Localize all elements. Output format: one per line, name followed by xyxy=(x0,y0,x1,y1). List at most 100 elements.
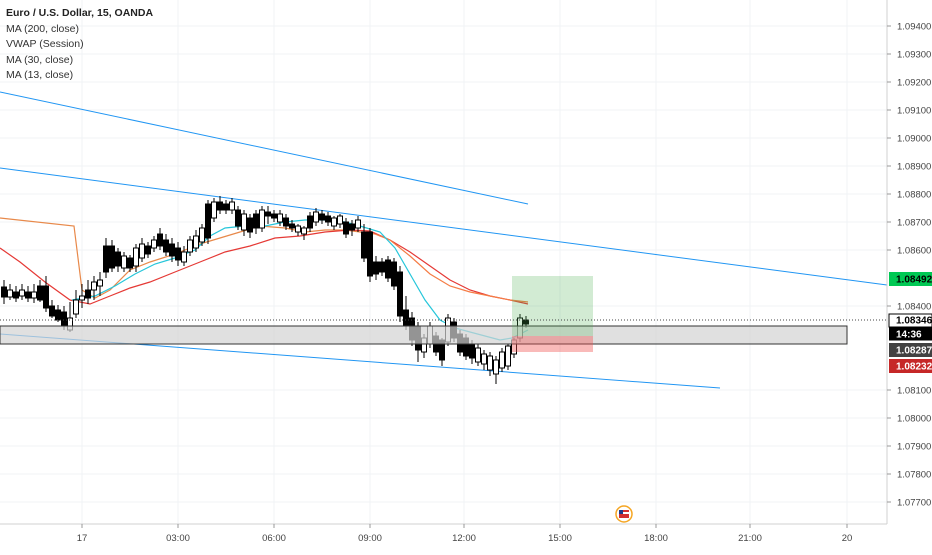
candle-body xyxy=(487,355,493,371)
candle-body xyxy=(193,235,199,249)
candle-body xyxy=(337,215,343,225)
candle-body xyxy=(109,245,115,269)
time-tick-label: 09:00 xyxy=(358,533,382,544)
trendline[interactable] xyxy=(0,167,888,286)
current-price-tag[interactable]: 1.08346 xyxy=(896,316,932,327)
candle-body xyxy=(127,257,133,269)
candle-body xyxy=(241,213,247,231)
ma13-line xyxy=(71,219,529,341)
candle-body xyxy=(277,213,283,223)
candle-body xyxy=(523,319,529,325)
time-axis[interactable]: 17 03:00 06:00 09:00 12:00 15:00 18:00 21:00 20 xyxy=(0,505,887,544)
time-tick-label: 20 xyxy=(842,533,853,544)
price-axis[interactable]: 1.09400 1.09300 1.09200 1.09100 1.09000 1.089… xyxy=(886,0,932,550)
candle-body xyxy=(103,245,109,273)
candle-body xyxy=(211,201,217,219)
price-tick-label: 1.08600 xyxy=(897,246,931,257)
vwap-line xyxy=(0,217,376,299)
candle-body xyxy=(307,215,313,229)
candle-body xyxy=(97,279,103,287)
candle-body xyxy=(19,289,25,297)
candle-body xyxy=(289,223,295,229)
candle-body xyxy=(121,255,127,269)
countdown-tag[interactable]: 14:36 xyxy=(896,330,922,341)
entry-price-tag[interactable]: 1.08287 xyxy=(896,346,932,357)
indicator-ma30[interactable]: MA (30, close) xyxy=(6,53,74,66)
price-tick-label: 1.08400 xyxy=(897,302,931,313)
candle-body xyxy=(25,291,31,299)
price-tick-label: 1.09000 xyxy=(897,134,931,145)
us-flag-icon[interactable] xyxy=(615,505,633,523)
symbol-title[interactable]: Euro / U.S. Dollar, 15, OANDA xyxy=(6,7,154,19)
candle-body xyxy=(61,311,67,327)
candle-body xyxy=(253,213,259,229)
indicator-vwap[interactable]: VWAP (Session) xyxy=(6,38,84,50)
candle-body xyxy=(247,217,253,233)
candle-body xyxy=(481,353,487,365)
countdown-tag-bg xyxy=(889,327,932,341)
indicator-ma13[interactable]: MA (13, close) xyxy=(6,69,74,81)
candle-body xyxy=(385,259,391,279)
candle-body xyxy=(505,345,511,367)
stop-price-tag[interactable]: 1.08232 xyxy=(896,362,932,373)
candle-body xyxy=(265,211,271,217)
time-tick-label: 21:00 xyxy=(738,533,762,544)
time-tick-label: 17 xyxy=(77,533,88,544)
candle-body xyxy=(259,209,265,229)
candle-body xyxy=(205,203,211,239)
candle-body xyxy=(355,219,361,229)
candle-body xyxy=(175,247,181,261)
entry-price-tag-bg xyxy=(889,343,932,357)
target-zone[interactable] xyxy=(512,276,593,336)
candles xyxy=(1,196,529,384)
candle-body xyxy=(373,261,379,275)
candle-body xyxy=(319,213,325,221)
candle-body xyxy=(199,227,205,243)
price-tick-label: 1.08900 xyxy=(897,162,931,173)
candle-body xyxy=(79,295,85,301)
time-tick-label: 12:00 xyxy=(452,533,476,544)
candle-body xyxy=(85,289,91,299)
candle-body xyxy=(115,251,121,267)
candle-body xyxy=(223,203,229,211)
time-tick-label: 15:00 xyxy=(548,533,572,544)
price-tick-label: 1.09400 xyxy=(897,22,931,33)
candle-body xyxy=(1,286,7,298)
current-price-tag-bg xyxy=(889,313,932,327)
time-tick-label: 03:00 xyxy=(166,533,190,544)
price-tick-label: 1.08000 xyxy=(897,414,931,425)
support-zone[interactable] xyxy=(0,325,848,345)
candle-body xyxy=(91,281,97,291)
candle-body xyxy=(379,261,385,273)
time-tick-label: 06:00 xyxy=(262,533,286,544)
price-tick-label: 1.08700 xyxy=(897,218,931,229)
candle-body xyxy=(391,261,397,287)
candle-body xyxy=(49,305,55,317)
candle-body xyxy=(139,243,145,259)
trendline[interactable] xyxy=(0,91,529,205)
candle-body xyxy=(181,251,187,263)
indicator-ma200[interactable]: MA (200, close) xyxy=(6,22,79,35)
candle-body xyxy=(7,289,13,298)
price-tick-label: 1.07700 xyxy=(897,498,931,509)
candle-body xyxy=(499,351,505,369)
candle-body xyxy=(331,217,337,227)
candle-body xyxy=(169,243,175,257)
target-price-tag[interactable]: 1.08492 xyxy=(896,275,932,286)
candle-body xyxy=(361,231,367,259)
candle-body xyxy=(349,223,355,231)
price-tick-label: 1.09300 xyxy=(897,50,931,61)
candle-body xyxy=(145,245,151,255)
candle-body xyxy=(397,271,403,317)
candle-body xyxy=(73,299,79,315)
price-tick-label: 1.09100 xyxy=(897,106,931,117)
chart-legend: Euro / U.S. Dollar, 15, OANDA MA (200, c… xyxy=(6,6,153,84)
stop-zone[interactable] xyxy=(512,336,593,352)
candle-body xyxy=(301,227,307,235)
candle-body xyxy=(325,215,331,223)
current-price-tag-border xyxy=(888,313,932,328)
candle-body xyxy=(313,211,319,223)
candle-body xyxy=(13,291,19,299)
